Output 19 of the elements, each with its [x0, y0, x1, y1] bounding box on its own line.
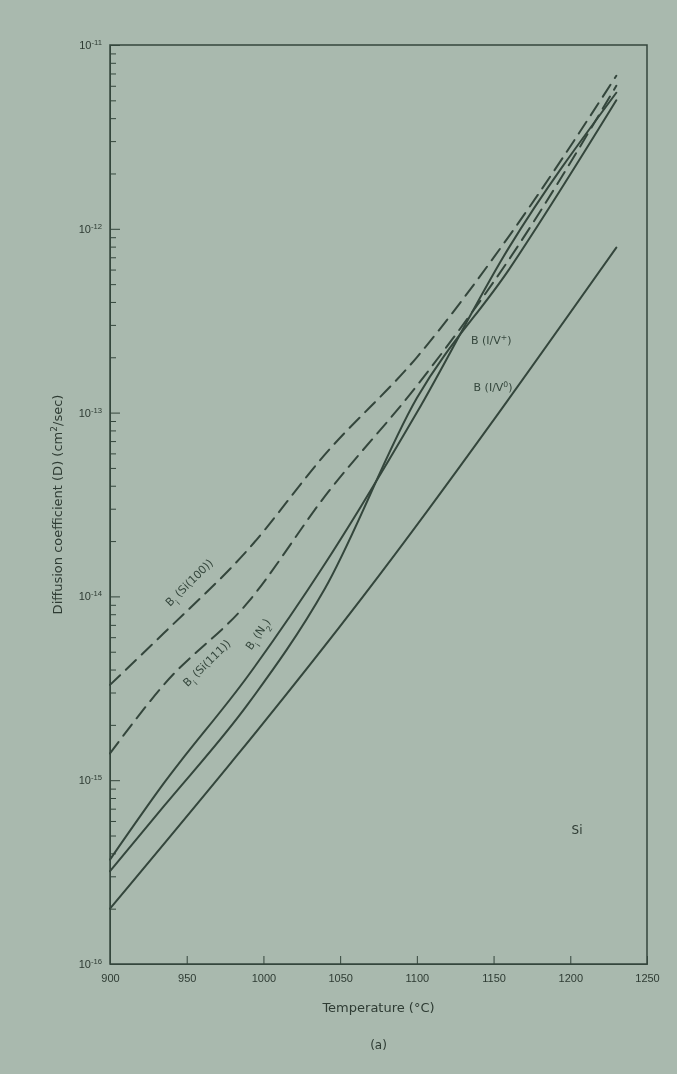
- x-tick-label: 1100: [405, 971, 430, 984]
- y-tick-label: 10$^{-11}$: [79, 37, 102, 52]
- x-tick-label: 1200: [558, 971, 584, 984]
- x-tick-label: 1000: [251, 971, 277, 984]
- y-tick-label: 10$^{-12}$: [78, 221, 102, 235]
- x-tick-label: 1050: [328, 971, 353, 984]
- x-tick-label: 1250: [635, 971, 660, 984]
- y-tick-label: 10$^{-14}$: [78, 588, 103, 603]
- x-tick-label: 950: [178, 971, 197, 984]
- x-axis-title: Temperature (°C): [321, 1000, 435, 1015]
- series-label: B (I/V$^{0}$): [473, 379, 513, 395]
- text: (a): [370, 1038, 387, 1052]
- x-tick-label: 900: [101, 971, 120, 984]
- y-tick-label: 10$^{-16}$: [78, 956, 102, 971]
- x-tick-label: 1150: [482, 971, 506, 984]
- y-tick-label: 10$^{-13}$: [78, 405, 102, 419]
- y-tick-label: 10$^{-15}$: [78, 772, 102, 787]
- annotation: Si: [571, 823, 583, 837]
- series-label: B (I/V$^{+}$): [470, 332, 512, 347]
